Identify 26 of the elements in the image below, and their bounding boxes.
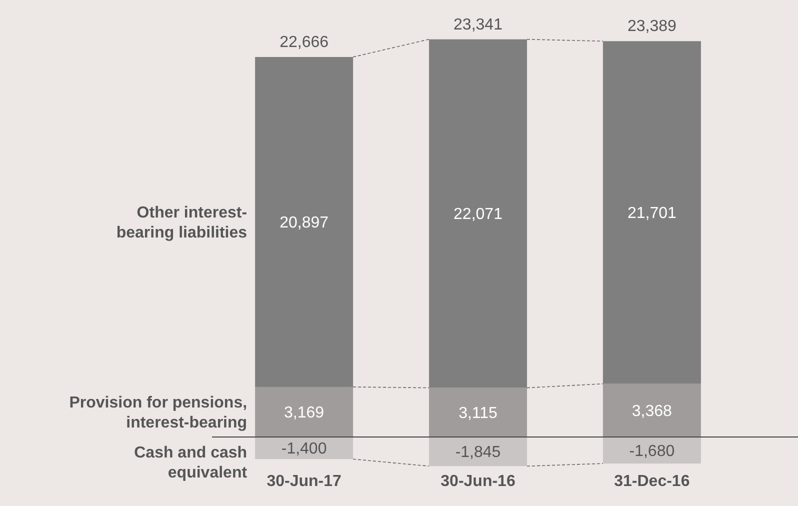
data-label: 22,071: [454, 206, 503, 224]
data-label: 3,169: [284, 404, 324, 422]
series-label: Provision for pensions, interest-bearing: [69, 394, 248, 432]
data-label: -1,845: [455, 444, 501, 462]
series-label: Cash and cash equivalent: [134, 444, 248, 482]
bar: [255, 386, 354, 437]
series-label: Other interest-bearing liabilities: [116, 204, 248, 242]
bar: [602, 41, 701, 384]
total-label: 22,666: [280, 34, 329, 51]
x-tick-label: 31-Dec-16: [614, 473, 690, 490]
data-label: -1,400: [281, 440, 327, 458]
bar: [429, 388, 527, 437]
bar: [602, 437, 701, 464]
data-label: 3,368: [632, 403, 672, 420]
total-label: 23,389: [627, 18, 677, 36]
x-tick-label: 30-Jun-17: [266, 473, 342, 490]
data-label: 21,701: [627, 205, 677, 222]
x-tick-label: 30-Jun-16: [440, 473, 516, 490]
bar: [602, 384, 701, 437]
bar: [429, 437, 527, 466]
bar: [429, 39, 527, 388]
bar: [255, 57, 354, 387]
data-label: 20,897: [280, 214, 329, 232]
total-label: 23,341: [454, 16, 503, 34]
data-label: -1,680: [629, 442, 675, 460]
data-label: 3,115: [458, 405, 498, 422]
